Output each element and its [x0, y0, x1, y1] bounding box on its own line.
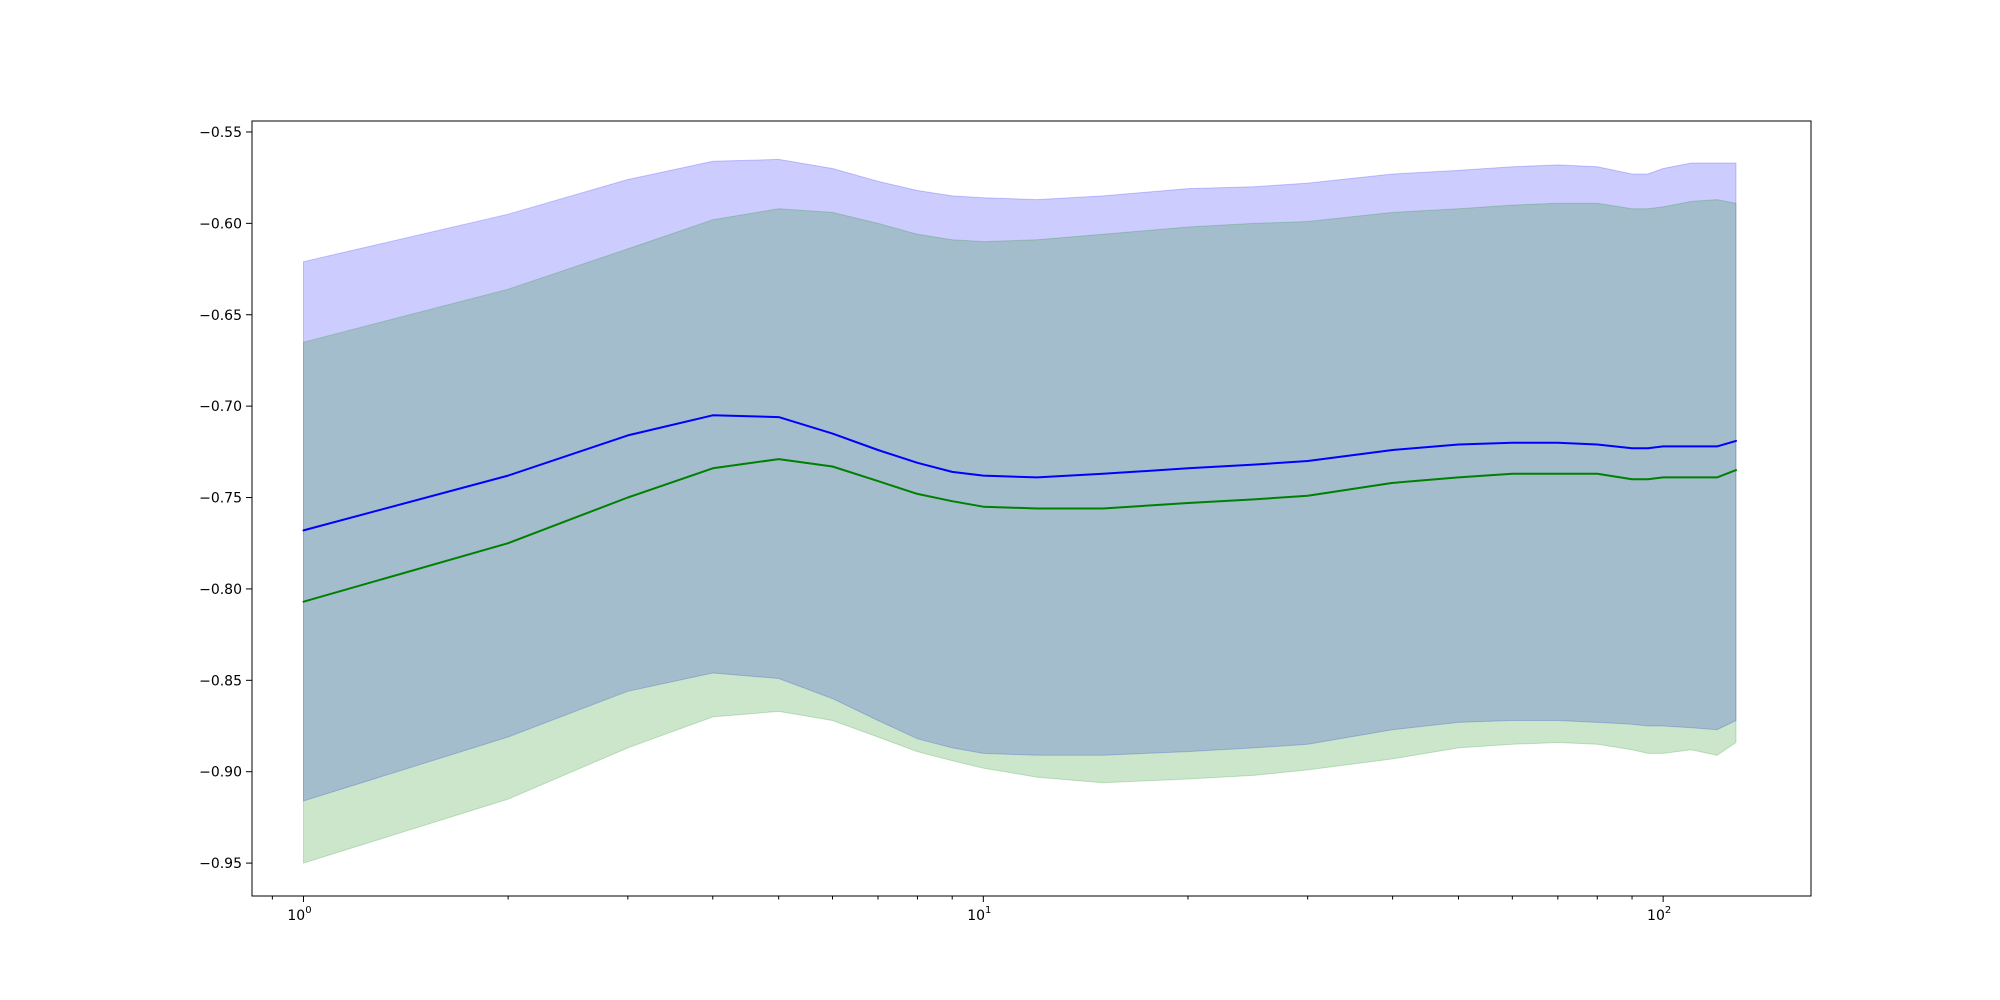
y-tick-label: −0.80 [199, 582, 242, 598]
y-tick-label: −0.90 [199, 765, 242, 781]
x-axis: 100 101 102 [271, 896, 1671, 924]
axes-frame [251, 120, 1812, 897]
x-tick-label: 101 [967, 905, 991, 924]
x-tick-label: 102 [1647, 905, 1671, 924]
y-tick-label: −0.95 [199, 856, 242, 872]
y-tick-label: −0.65 [199, 308, 242, 324]
series-1-band [303, 158, 1737, 802]
y-tick-label: −0.55 [199, 125, 242, 141]
y-tick-label: −0.60 [199, 216, 242, 232]
series-2-band [303, 199, 1737, 864]
series-2-line [302, 458, 1737, 603]
x-tick-label: 100 [287, 905, 311, 924]
confidence-bands [303, 158, 1737, 864]
series-1-line [302, 414, 1737, 532]
y-tick-label: −0.75 [199, 491, 242, 507]
y-tick-label: −0.85 [199, 673, 242, 689]
y-tick-label: −0.70 [199, 399, 242, 415]
y-axis: −0.55 −0.60 −0.65 −0.70 −0.75 −0.80 −0.85 −0.90… [199, 125, 252, 872]
series-lines [302, 414, 1737, 603]
